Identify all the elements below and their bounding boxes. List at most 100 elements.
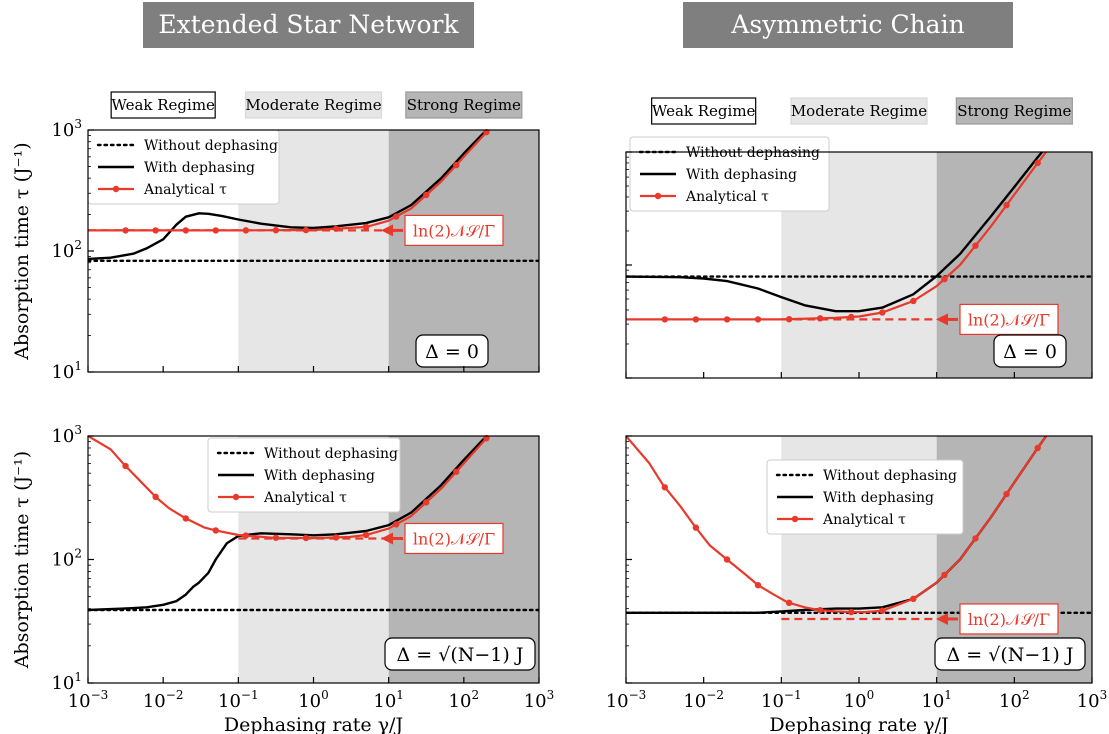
header-extended-star: Extended Star Network bbox=[143, 2, 474, 48]
legend-box bbox=[629, 136, 830, 212]
legend-label-2: Analytical τ bbox=[143, 182, 227, 198]
asymptote-label: ln(2)𝒩𝒮/Γ bbox=[968, 310, 1050, 329]
legend-marker bbox=[791, 515, 799, 523]
y-tick-label: 103 bbox=[51, 423, 82, 447]
series-marker-1 bbox=[152, 493, 159, 501]
series-line-1 bbox=[626, 152, 1044, 313]
series-marker-8 bbox=[362, 531, 370, 539]
condition-box bbox=[934, 637, 1086, 671]
y-tick-label: 101 bbox=[51, 359, 82, 383]
series-marker-3 bbox=[754, 581, 762, 589]
legend-marker bbox=[112, 185, 120, 193]
series-marker-0 bbox=[122, 227, 129, 234]
x-tick-label: 100 bbox=[844, 688, 875, 712]
series-line-2 bbox=[88, 436, 491, 540]
asymptote-label: ln(2)𝒩𝒮/Γ bbox=[968, 610, 1050, 629]
series-marker-2 bbox=[723, 316, 731, 323]
chart-panel-bottom-right: ln(2)𝒩𝒮/Γ Without dephasing With dephasing… bbox=[606, 435, 1107, 734]
legend-label-0: Without dephasing bbox=[686, 145, 820, 161]
series-marker-3 bbox=[212, 227, 219, 234]
legend-label-0: Without dephasing bbox=[144, 138, 278, 154]
x-tick-label: 10−3 bbox=[606, 688, 647, 712]
legend-label-2: Analytical τ bbox=[263, 490, 347, 506]
series-marker-3 bbox=[754, 316, 762, 323]
asymptote-label-box bbox=[959, 303, 1059, 336]
x-axis-label: Dephasing rate γ/J bbox=[769, 714, 948, 734]
y-tick-label: 103 bbox=[51, 117, 82, 141]
legend-label-0: Without dephasing bbox=[264, 446, 398, 462]
condition-label: Δ = √(N−1) J bbox=[397, 644, 524, 666]
regime-label-1: Moderate Regime bbox=[245, 96, 381, 114]
series-marker-9 bbox=[941, 571, 948, 579]
legend-label-1: With dephasing bbox=[686, 167, 797, 183]
x-axis-label: Dephasing rate γ/J bbox=[224, 714, 403, 734]
x-tick-label: 10−1 bbox=[218, 688, 259, 712]
y-axis-label: Absorption time τ (J⁻¹) bbox=[11, 451, 33, 669]
series-marker-6 bbox=[848, 608, 855, 616]
series-marker-9 bbox=[941, 275, 948, 283]
asymptote-label-box bbox=[404, 522, 504, 555]
condition-box bbox=[993, 334, 1067, 368]
regime-label-box-0 bbox=[110, 91, 216, 119]
regime-label-box-1 bbox=[790, 97, 928, 125]
legend-label-1: With dephasing bbox=[144, 160, 255, 176]
series-marker-0 bbox=[661, 316, 669, 323]
series-marker-2 bbox=[723, 556, 731, 563]
regime-label-0: Weak Regime bbox=[652, 102, 756, 120]
asymptote-label: ln(2)𝒩𝒮/Γ bbox=[413, 221, 495, 240]
regime-label-2: Strong Regime bbox=[407, 96, 521, 114]
asymptote-label-box bbox=[404, 214, 504, 246]
series-marker-11 bbox=[453, 468, 460, 475]
series-marker-12 bbox=[1034, 159, 1041, 167]
condition-box bbox=[384, 637, 536, 671]
legend-label-1: With dephasing bbox=[264, 468, 375, 484]
legend-label-2: Analytical τ bbox=[822, 512, 906, 528]
series-marker-1 bbox=[692, 316, 700, 323]
x-tick-label: 102 bbox=[449, 688, 480, 712]
x-tick-label: 10−3 bbox=[68, 688, 109, 712]
series-line-2 bbox=[626, 436, 1048, 614]
series-marker-2 bbox=[182, 515, 189, 522]
condition-label: Δ = √(N−1) J bbox=[947, 644, 1074, 666]
asymptote-label-box bbox=[959, 603, 1059, 635]
regime-label-2: Strong Regime bbox=[957, 102, 1071, 120]
asymptote-arrow-head bbox=[936, 612, 948, 625]
y-tick-label: 102 bbox=[51, 238, 82, 262]
series-line-1 bbox=[88, 130, 489, 261]
series-marker-9 bbox=[393, 213, 400, 220]
asymptote-label: ln(2)𝒩𝒮/Γ bbox=[413, 529, 495, 548]
chart-panel-bottom-left: ln(2)𝒩𝒮/Γ Without dephasing With dephasing… bbox=[11, 423, 555, 734]
x-tick-label: 10−2 bbox=[683, 688, 724, 712]
x-tick-label: 101 bbox=[921, 688, 952, 712]
series-marker-3 bbox=[212, 527, 219, 534]
series-marker-8 bbox=[362, 223, 370, 231]
chart-panel-top-right: Weak Regime Moderate Regime Strong Regime l… bbox=[625, 97, 1093, 379]
x-tick-label: 10−2 bbox=[143, 688, 184, 712]
legend-label-1: With dephasing bbox=[823, 490, 934, 506]
legend-box bbox=[207, 437, 401, 513]
asymptote-arrow-head bbox=[381, 532, 393, 545]
x-tick-label: 100 bbox=[298, 688, 329, 712]
legend-label-2: Analytical τ bbox=[685, 189, 769, 205]
legend-box bbox=[766, 459, 964, 535]
series-marker-6 bbox=[302, 226, 310, 234]
legend-label-0: Without dephasing bbox=[823, 468, 957, 484]
y-axis-label: Absorption time τ (J⁻¹) bbox=[11, 142, 33, 360]
series-marker-10 bbox=[972, 242, 979, 249]
series-marker-10 bbox=[423, 499, 430, 506]
series-marker-1 bbox=[692, 524, 700, 531]
series-marker-0 bbox=[661, 484, 669, 491]
y-tick-label: 101 bbox=[51, 670, 82, 694]
chart-panel-top-left: Weak Regime Moderate Regime Strong Regime l… bbox=[11, 91, 540, 383]
regime-label-0: Weak Regime bbox=[111, 96, 215, 114]
regime-label-box-0 bbox=[651, 97, 757, 125]
regime-label-box-1 bbox=[244, 91, 383, 119]
series-marker-7 bbox=[879, 309, 886, 316]
series-line-2 bbox=[626, 152, 1048, 321]
series-marker-8 bbox=[910, 297, 917, 305]
series-marker-7 bbox=[879, 607, 886, 614]
x-tick-label: 103 bbox=[524, 688, 555, 712]
series-marker-9 bbox=[393, 521, 400, 528]
asymptote-arrow-head bbox=[936, 313, 948, 326]
